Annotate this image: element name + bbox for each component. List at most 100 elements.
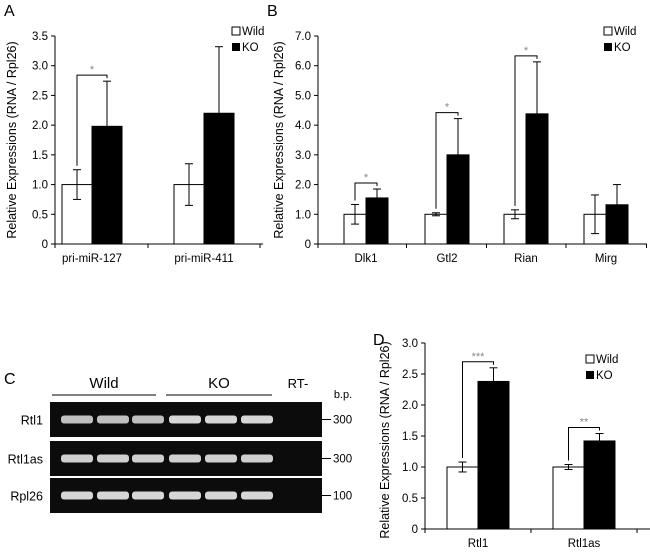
x-category-gtl2: Gtl2	[436, 253, 457, 265]
legend-wild-label: Wild	[242, 26, 264, 38]
gel-size-rtl1as: 300	[333, 454, 352, 466]
y-tick-label: 0	[412, 524, 418, 536]
gel-bp-header: b.p.	[334, 389, 352, 401]
significance-bracket-gtl2	[435, 112, 459, 209]
gel-band-rpl26-lane-5	[205, 491, 237, 500]
y-tick-label: 3.0	[402, 338, 418, 350]
y-tick-label: 1.0	[295, 209, 311, 221]
panel-a-significance: *	[76, 64, 108, 166]
gel-band-rtl1-lane-5	[205, 415, 237, 424]
gel-group-ko: KO	[208, 375, 230, 392]
y-tick-label: 1.5	[32, 150, 48, 162]
gel-band-rpl26-lane-3	[132, 491, 164, 500]
y-tick-label: 0	[42, 239, 48, 251]
y-tick-label: 3.5	[32, 31, 48, 43]
legend-ko-swatch	[604, 43, 612, 51]
gel-row-label-rtl1: Rtl1	[21, 414, 43, 428]
panel-b-chart: B Relative Expressions (RNA / Rpl26) 0 1.…	[267, 3, 647, 265]
gel-band-rtl1as-lane-2	[97, 454, 129, 463]
y-tick-label: 2.5	[402, 369, 418, 381]
significance-bracket-rtl1as	[568, 427, 600, 461]
panel-b-error-bars	[351, 61, 621, 235]
y-tick-label: 2.0	[32, 120, 48, 132]
y-tick-label: 6.0	[295, 61, 311, 73]
legend-wild-swatch	[603, 26, 613, 36]
significance-bracket-pri-mir-127	[76, 74, 108, 166]
panel-a-label: A	[4, 3, 15, 20]
panel-b-legend: Wild KO	[603, 26, 636, 54]
x-category-rian: Rian	[514, 253, 538, 265]
gel-group-rt: RT-	[288, 376, 309, 391]
y-tick-label: 2.0	[402, 400, 418, 412]
panel-b-xcategories: Dlk1 Gtl2 Rian Mirg	[354, 253, 617, 265]
gel-band-rtl1as-lane-4	[169, 454, 201, 463]
panel-b-bars	[343, 113, 629, 245]
significance-star-dlk1: *	[364, 172, 369, 184]
x-category-pri-mir-127: pri-miR-127	[62, 253, 122, 265]
panel-c-gel: C Wild KO RT- b.p. Rtl1 300 Rtl1as 300 Rpl26…	[4, 371, 352, 513]
gel-band-rpl26-lane-4	[169, 491, 201, 500]
panel-b-significance: * * *	[354, 45, 538, 209]
y-tick-label: 0.5	[32, 209, 48, 221]
panel-a-ylabel: Relative Expressions (RNA / Rpl26)	[5, 41, 19, 238]
gel-band-rpl26-lane-6	[241, 491, 273, 500]
gel-band-rtl1-lane-6	[241, 415, 273, 424]
bar-wild-rtl1as	[552, 466, 585, 530]
y-tick-label: 3.0	[295, 150, 311, 162]
significance-bracket-dlk1	[354, 182, 378, 201]
significance-star-rtl1as: **	[580, 417, 589, 429]
gel-band-rtl1as-lane-6	[241, 454, 273, 463]
y-tick-label: 1.0	[402, 462, 418, 474]
panel-c-label: C	[4, 371, 16, 388]
gel-row-label-rtl1as: Rtl1as	[8, 453, 43, 467]
gel-size-rtl1: 300	[333, 415, 352, 427]
bar-ko-rtl1as	[583, 440, 616, 530]
y-tick-label: 4.0	[295, 120, 311, 132]
legend-ko-swatch	[232, 43, 240, 51]
x-category-rtl1as: Rtl1as	[568, 538, 601, 550]
bar-wild-gtl2	[424, 213, 448, 245]
legend-ko-label: KO	[614, 42, 631, 54]
legend-ko-label: KO	[242, 42, 259, 54]
panel-b-ylabel: Relative Expressions (RNA / Rpl26)	[272, 41, 286, 238]
x-category-rtl1: Rtl1	[468, 538, 488, 550]
legend-wild-swatch	[585, 354, 595, 364]
panel-d-error-bars	[458, 367, 604, 473]
y-tick-label: 2.0	[295, 180, 311, 192]
gel-band-rtl1-lane-4	[169, 415, 201, 424]
y-tick-label: 5.0	[295, 90, 311, 102]
panel-a-xcategories: pri-miR-127 pri-miR-411	[62, 253, 234, 265]
gel-band-rpl26-lane-2	[97, 491, 129, 500]
panel-d-label: D	[373, 332, 385, 349]
panel-d-ylabel: Relative Expressions (RNA / Rpl26)	[378, 341, 392, 538]
significance-star-pri-mir-127: *	[90, 64, 95, 76]
gel-band-rtl1as-lane-1	[61, 454, 93, 463]
x-category-dlk1: Dlk1	[354, 253, 377, 265]
bar-wild-rtl1	[446, 466, 479, 530]
y-tick-label: 7.0	[295, 31, 311, 43]
y-tick-label: 3.0	[32, 61, 48, 73]
legend-wild-label: Wild	[614, 26, 636, 38]
gel-band-rtl1as-lane-5	[205, 454, 237, 463]
y-tick-label: 2.5	[32, 90, 48, 102]
x-category-pri-mir-411: pri-miR-411	[174, 253, 233, 265]
significance-star-rtl1: ***	[472, 351, 486, 363]
legend-ko-swatch	[586, 371, 594, 379]
gel-band-rtl1-lane-2	[97, 415, 129, 424]
y-tick-label: 0	[305, 239, 311, 251]
panel-d-legend: Wild KO	[585, 354, 618, 382]
significance-bracket-rian	[514, 55, 538, 206]
gel-band-rpl26-lane-1	[61, 491, 93, 500]
panel-a-chart: A Relative Expressions (RNA / Rpl26) 0 0.…	[4, 3, 264, 265]
significance-star-gtl2: *	[445, 102, 450, 114]
x-category-mirg: Mirg	[595, 253, 617, 265]
panel-d-xcategories: Rtl1 Rtl1as	[468, 538, 601, 550]
gel-group-wild: Wild	[89, 375, 118, 392]
panel-d-chart: D Relative Expressions (RNA / Rpl26) 0 0.…	[373, 332, 650, 550]
gel-band-rtl1-lane-1	[61, 415, 93, 424]
bar-ko-rtl1	[477, 380, 510, 530]
gel-band-rtl1as-lane-3	[132, 454, 164, 463]
significance-bracket-rtl1	[462, 361, 494, 459]
gel-rows: Rtl1 300 Rtl1as 300 Rpl26 100	[8, 402, 352, 513]
